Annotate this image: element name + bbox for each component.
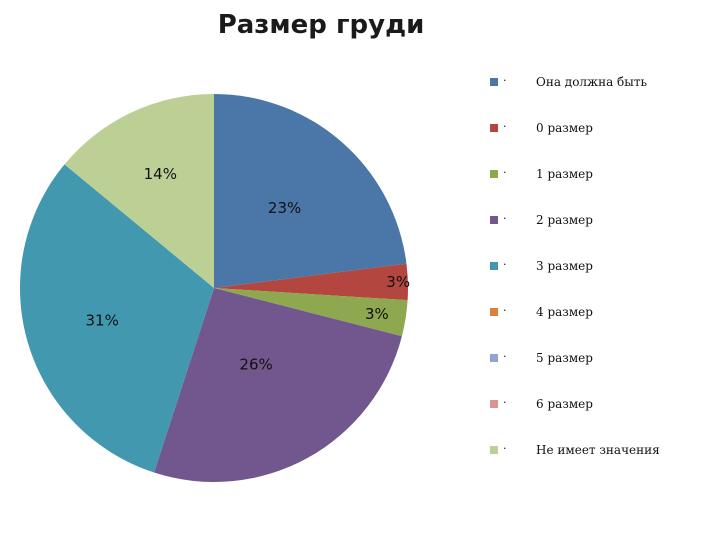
legend-label: 4 размер <box>536 305 593 319</box>
legend-swatch <box>490 262 498 270</box>
legend-item: · 4 размер <box>488 298 718 344</box>
slice-data-label: 14% <box>144 165 177 183</box>
legend-swatch <box>490 216 498 224</box>
legend-label: 6 размер <box>536 397 593 411</box>
legend-item: · 5 размер <box>488 344 718 390</box>
legend-item: · 2 размер <box>488 206 718 252</box>
pie-slice <box>64 94 215 288</box>
legend-swatch <box>490 308 498 316</box>
slice-data-label: 31% <box>86 312 119 330</box>
slice-data-label: 26% <box>239 356 272 374</box>
legend-swatch <box>490 78 498 86</box>
legend-label: 1 размер <box>536 167 593 181</box>
legend-item: · 0 размер <box>488 114 718 160</box>
legend-bullet: · <box>503 396 507 409</box>
chart-legend: · Она должна быть · 0 размер · 1 размер · 2 раз… <box>488 68 718 482</box>
pie-slice <box>214 263 409 301</box>
legend-label: 3 размер <box>536 259 593 273</box>
pie-slice <box>154 288 402 482</box>
legend-item: · 3 размер <box>488 252 718 298</box>
legend-label: Она должна быть <box>536 75 647 89</box>
legend-label: 5 размер <box>536 351 593 365</box>
legend-label: 2 размер <box>536 213 593 227</box>
legend-label: 0 размер <box>536 121 593 135</box>
slice-data-label: 3% <box>365 305 389 323</box>
legend-bullet: · <box>503 166 507 179</box>
slice-data-label: 3% <box>386 273 410 291</box>
legend-item: · Она должна быть <box>488 68 718 114</box>
legend-swatch <box>490 400 498 408</box>
legend-bullet: · <box>503 212 507 225</box>
legend-swatch <box>490 446 498 454</box>
legend-bullet: · <box>503 442 507 455</box>
slice-data-label: 23% <box>268 199 301 217</box>
pie-slice <box>20 164 215 473</box>
pie-slice <box>214 94 407 288</box>
legend-bullet: · <box>503 258 507 271</box>
chart-title: Размер груди <box>217 10 425 40</box>
legend-bullet: · <box>503 350 507 363</box>
legend-item: · Не имеет значения <box>488 436 718 482</box>
legend-bullet: · <box>503 304 507 317</box>
legend-bullet: · <box>503 74 507 87</box>
legend-swatch <box>490 124 498 132</box>
legend-item: · 1 размер <box>488 160 718 206</box>
pie-slice <box>214 288 408 337</box>
legend-swatch <box>490 354 498 362</box>
legend-item: · 6 размер <box>488 390 718 436</box>
legend-bullet: · <box>503 120 507 133</box>
legend-label: Не имеет значения <box>536 443 660 457</box>
legend-swatch <box>490 170 498 178</box>
